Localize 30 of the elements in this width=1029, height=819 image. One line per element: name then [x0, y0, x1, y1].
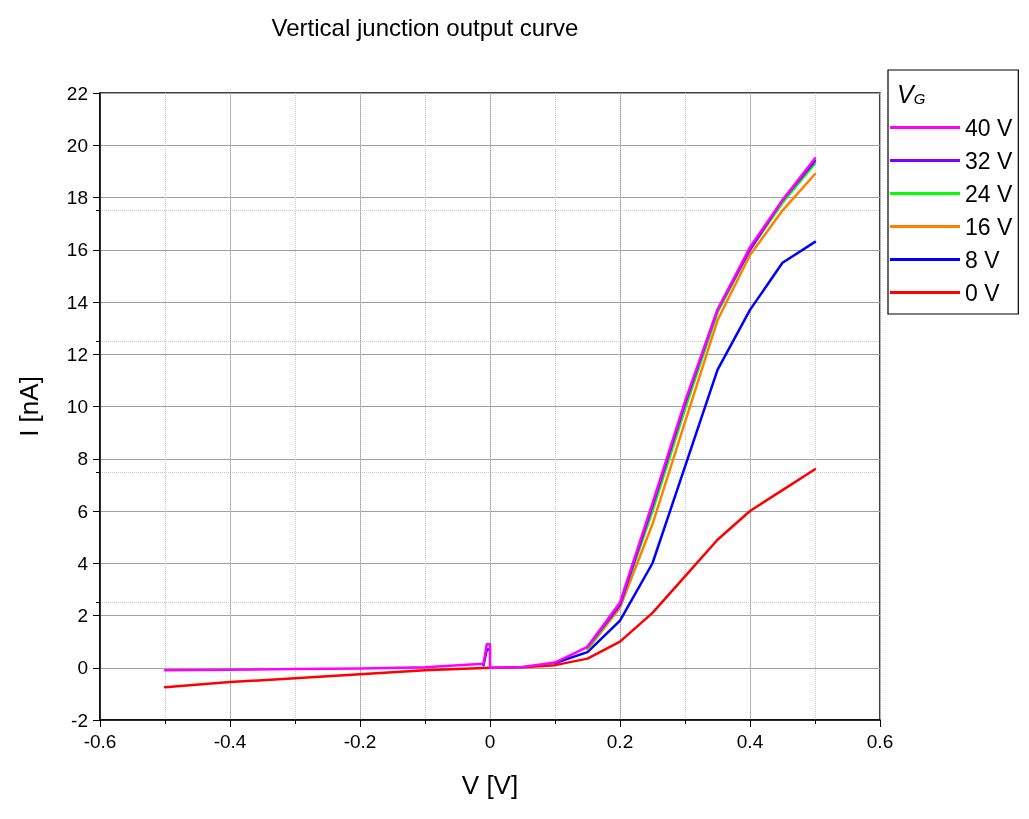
y-tick-label: 20 [66, 134, 88, 156]
y-tick-label: 12 [66, 343, 88, 365]
legend-label: 32 V [965, 147, 1013, 174]
x-tick-label: 0.6 [866, 731, 894, 752]
legend-label: 8 V [965, 246, 1001, 273]
legend-label: 24 V [965, 180, 1013, 207]
legend-title: VG [897, 79, 926, 108]
y-tick-label: 18 [66, 187, 88, 208]
x-tick-label: -0.2 [343, 731, 377, 752]
x-tick-label: 0.2 [606, 731, 634, 752]
legend-label: 40 V [965, 114, 1013, 141]
x-tick-label: -0.6 [83, 731, 117, 752]
y-tick-label: 2 [77, 605, 88, 626]
y-tick-label: 14 [66, 291, 89, 313]
y-axis-title: I [nA] [14, 376, 44, 437]
y-tick-label: 8 [77, 448, 88, 470]
y-tick-label: 0 [77, 657, 88, 679]
legend-label: 16 V [965, 213, 1013, 240]
y-tick-label: 4 [77, 552, 89, 574]
x-tick-label: -0.4 [213, 731, 247, 752]
y-tick-label: 22 [66, 82, 88, 104]
y-tick-label: 16 [66, 239, 88, 261]
x-tick-label: 0 [484, 731, 496, 752]
y-tick-label: 6 [77, 500, 88, 522]
legend-label: 0 V [965, 279, 1001, 306]
y-tick-label: 10 [66, 396, 88, 417]
chart-title: Vertical junction output curve [271, 13, 579, 41]
x-tick-label: 0.4 [736, 731, 764, 752]
x-axis-title: V [V] [461, 770, 519, 800]
y-tick-label: -2 [71, 709, 88, 731]
